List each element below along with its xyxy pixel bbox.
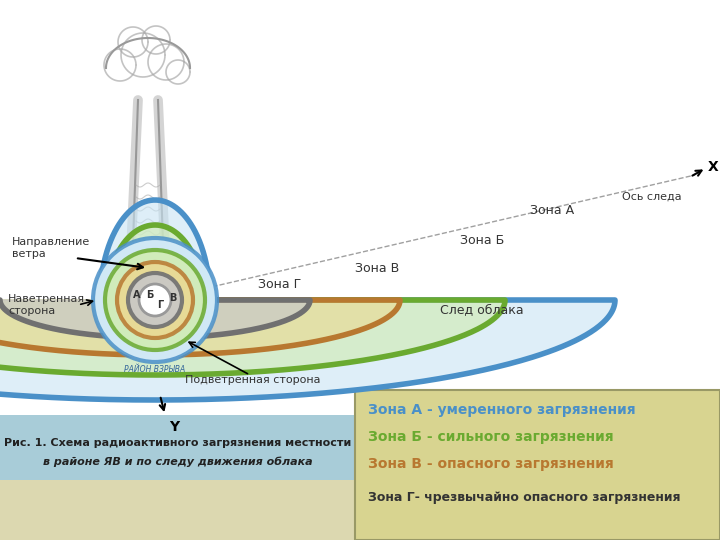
Text: Зона В - опасного загрязнения: Зона В - опасного загрязнения: [368, 457, 613, 471]
Text: А: А: [133, 290, 140, 300]
Text: Подветренная сторона: Подветренная сторона: [185, 375, 320, 385]
Text: Зона Б: Зона Б: [460, 233, 504, 246]
Polygon shape: [0, 245, 400, 355]
Circle shape: [93, 238, 217, 362]
Circle shape: [105, 250, 205, 350]
Text: Зона А: Зона А: [530, 204, 574, 217]
Text: Г: Г: [157, 300, 163, 310]
Text: РАЙОН ВЗРЫВА: РАЙОН ВЗРЫВА: [125, 366, 186, 375]
Text: Б: Б: [146, 290, 153, 300]
Text: Направление
ветра: Направление ветра: [12, 237, 90, 259]
Text: Ось следа: Ось следа: [622, 192, 682, 202]
Text: Наветренная
сторона: Наветренная сторона: [8, 294, 85, 316]
Text: X: X: [708, 160, 719, 174]
Bar: [0, 480, 355, 540]
Text: В: В: [169, 293, 176, 303]
Text: Зона Б - сильного загрязнения: Зона Б - сильного загрязнения: [368, 430, 613, 444]
Polygon shape: [0, 200, 615, 400]
Bar: [355, 390, 720, 540]
Text: Зона Г: Зона Г: [258, 279, 301, 292]
Text: Рис. 1. Схема радиоактивного загрязнения местности: Рис. 1. Схема радиоактивного загрязнения…: [4, 438, 351, 448]
Circle shape: [93, 238, 217, 362]
Text: Зона А - умеренного загрязнения: Зона А - умеренного загрязнения: [368, 403, 636, 417]
Circle shape: [128, 273, 182, 327]
Circle shape: [117, 262, 193, 338]
Text: Зона В: Зона В: [355, 261, 400, 274]
Text: След облака: След облака: [440, 303, 523, 316]
Circle shape: [139, 284, 171, 316]
Text: в районе ЯВ и по следу движения облака: в районе ЯВ и по следу движения облака: [43, 457, 312, 467]
Bar: [0, 415, 355, 480]
Polygon shape: [0, 262, 310, 338]
Text: Y: Y: [169, 420, 179, 434]
Text: Зона Г- чрезвычайно опасного загрязнения: Зона Г- чрезвычайно опасного загрязнения: [368, 490, 680, 503]
Polygon shape: [0, 225, 505, 375]
